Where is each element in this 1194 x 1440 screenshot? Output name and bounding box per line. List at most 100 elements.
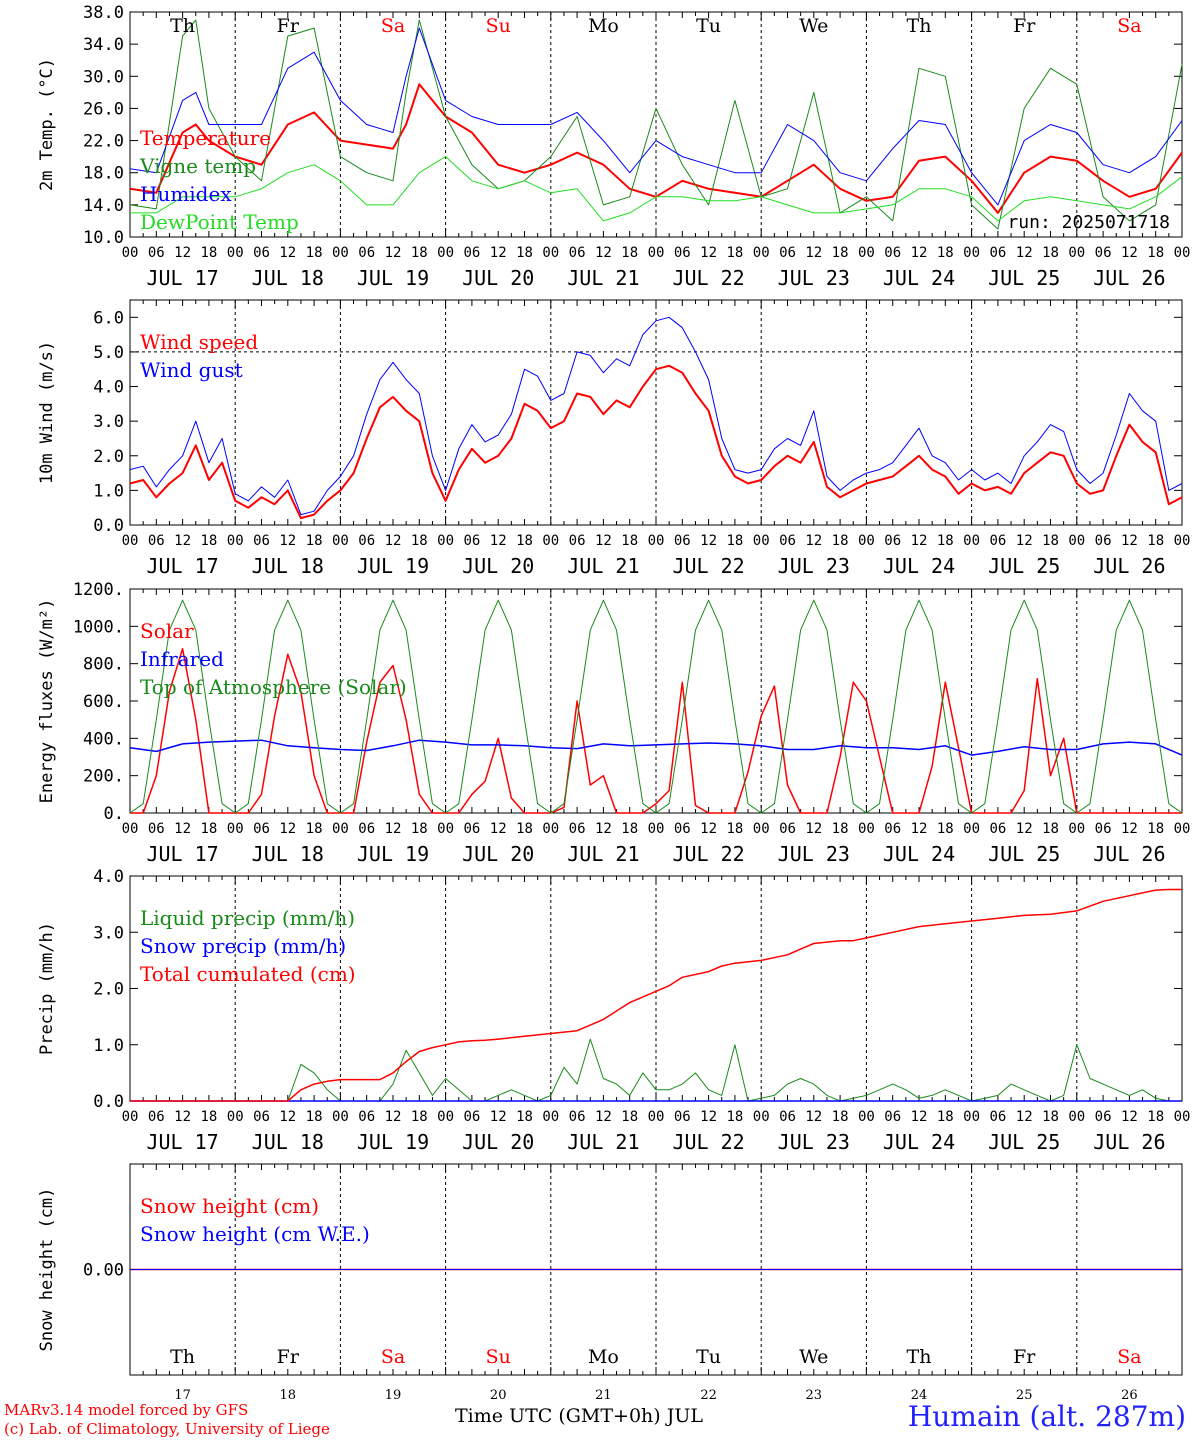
hour-tick-label: 12 (1121, 245, 1138, 261)
hour-tick-label: 00 (753, 821, 770, 837)
hour-tick-label: 06 (779, 1109, 796, 1125)
hour-tick-label: 00 (332, 533, 349, 549)
hour-tick-label: 12 (1121, 821, 1138, 837)
hour-tick-label: 06 (358, 245, 375, 261)
date-label: JUL 24 (883, 266, 955, 290)
y-axis-label: Precip (mm/h) (37, 922, 57, 1055)
hour-tick-label: 18 (516, 533, 533, 549)
date-label: JUL 22 (672, 554, 744, 578)
weekday-label: Sa (1117, 1346, 1141, 1368)
hour-tick-label: 06 (148, 533, 165, 549)
hour-tick-label: 18 (1042, 821, 1059, 837)
hour-tick-label: 18 (200, 533, 217, 549)
legend-dewpoint: DewPoint Temp (140, 210, 299, 234)
hour-tick-label: 12 (279, 533, 296, 549)
hour-tick-label: 00 (648, 821, 665, 837)
date-label: JUL 26 (1093, 842, 1165, 866)
hour-tick-label: 00 (122, 821, 139, 837)
hour-tick-label: 00 (963, 1109, 980, 1125)
hour-tick-label: 00 (858, 245, 875, 261)
day-number-label: 19 (385, 1388, 402, 1403)
hour-tick-label: 06 (463, 821, 480, 837)
hour-tick-label: 00 (542, 1109, 559, 1125)
weekday-label: Su (486, 1346, 511, 1368)
hour-tick-label: 06 (779, 533, 796, 549)
hour-tick-label: 06 (569, 1109, 586, 1125)
day-number-label: 20 (490, 1388, 507, 1403)
legend-snow_precip: Snow precip (mm/h) (140, 934, 346, 958)
hour-tick-label: 12 (490, 533, 507, 549)
weekday-label: Fr (1013, 15, 1036, 37)
hour-tick-label: 06 (358, 821, 375, 837)
y-axis-label: 2m Temp. (°C) (37, 58, 57, 191)
y-tick-label: 0.00 (83, 1261, 124, 1281)
y-tick-label: 22.0 (83, 132, 124, 152)
hour-tick-label: 06 (989, 821, 1006, 837)
date-label: JUL 24 (883, 1130, 955, 1154)
date-label: JUL 22 (672, 1130, 744, 1154)
hour-tick-label: 12 (805, 1109, 822, 1125)
y-tick-label: 1000. (73, 617, 124, 637)
y-tick-label: 26.0 (83, 99, 124, 119)
legend-toa: Top of Atmosphere (Solar) (140, 675, 407, 699)
legend-solar: Solar (140, 619, 194, 643)
date-label: JUL 21 (567, 1130, 639, 1154)
hour-tick-label: 00 (648, 533, 665, 549)
hour-tick-label: 18 (726, 245, 743, 261)
legend-wind_gust: Wind gust (140, 358, 243, 382)
weekday-label: Mo (588, 1346, 619, 1368)
weekday-label: Fr (1013, 1346, 1036, 1368)
hour-tick-label: 12 (911, 821, 928, 837)
date-label: JUL 23 (778, 1130, 850, 1154)
hour-tick-label: 06 (569, 821, 586, 837)
hour-tick-label: 12 (174, 533, 191, 549)
y-axis-label: Energy fluxes (W/m²) (37, 599, 57, 804)
hour-tick-label: 00 (332, 1109, 349, 1125)
hour-tick-label: 00 (1068, 821, 1085, 837)
hour-tick-label: 18 (411, 533, 428, 549)
y-tick-label: 600. (83, 692, 124, 712)
hour-tick-label: 12 (595, 245, 612, 261)
hour-tick-label: 12 (805, 821, 822, 837)
date-label: JUL 17 (146, 266, 218, 290)
hour-tick-label: 06 (253, 1109, 270, 1125)
hour-tick-label: 06 (253, 533, 270, 549)
hour-tick-label: 18 (726, 1109, 743, 1125)
date-label: JUL 20 (462, 554, 534, 578)
hour-tick-label: 18 (306, 821, 323, 837)
hour-tick-label: 00 (858, 821, 875, 837)
hour-tick-label: 00 (227, 245, 244, 261)
y-tick-label: 400. (83, 729, 124, 749)
hour-tick-label: 06 (989, 1109, 1006, 1125)
hour-tick-label: 12 (805, 245, 822, 261)
series-line-vigne (129, 19, 1183, 230)
hour-tick-label: 18 (411, 245, 428, 261)
hour-tick-label: 00 (542, 821, 559, 837)
series-line-humidex (129, 27, 1183, 206)
hour-tick-label: 12 (279, 1109, 296, 1125)
hour-tick-label: 12 (279, 821, 296, 837)
hour-tick-label: 06 (463, 245, 480, 261)
hour-tick-label: 06 (569, 533, 586, 549)
hour-tick-label: 18 (832, 533, 849, 549)
hour-tick-label: 18 (832, 1109, 849, 1125)
hour-tick-label: 06 (148, 245, 165, 261)
hour-tick-label: 12 (385, 533, 402, 549)
weekday-label: Th (907, 15, 932, 37)
weekday-label: Th (170, 15, 195, 37)
hour-tick-label: 12 (911, 1109, 928, 1125)
hour-tick-label: 12 (1016, 821, 1033, 837)
hour-tick-label: 00 (227, 1109, 244, 1125)
day-number-label: 22 (700, 1388, 717, 1403)
y-tick-label: 0. (104, 804, 124, 824)
y-tick-label: 2.0 (93, 980, 124, 1000)
hour-tick-label: 06 (884, 821, 901, 837)
date-label: JUL 21 (567, 842, 639, 866)
hour-tick-label: 18 (1147, 821, 1164, 837)
hour-tick-label: 18 (411, 1109, 428, 1125)
hour-tick-label: 12 (1016, 245, 1033, 261)
hour-tick-label: 12 (595, 533, 612, 549)
hour-tick-label: 00 (753, 245, 770, 261)
hour-tick-label: 18 (937, 821, 954, 837)
